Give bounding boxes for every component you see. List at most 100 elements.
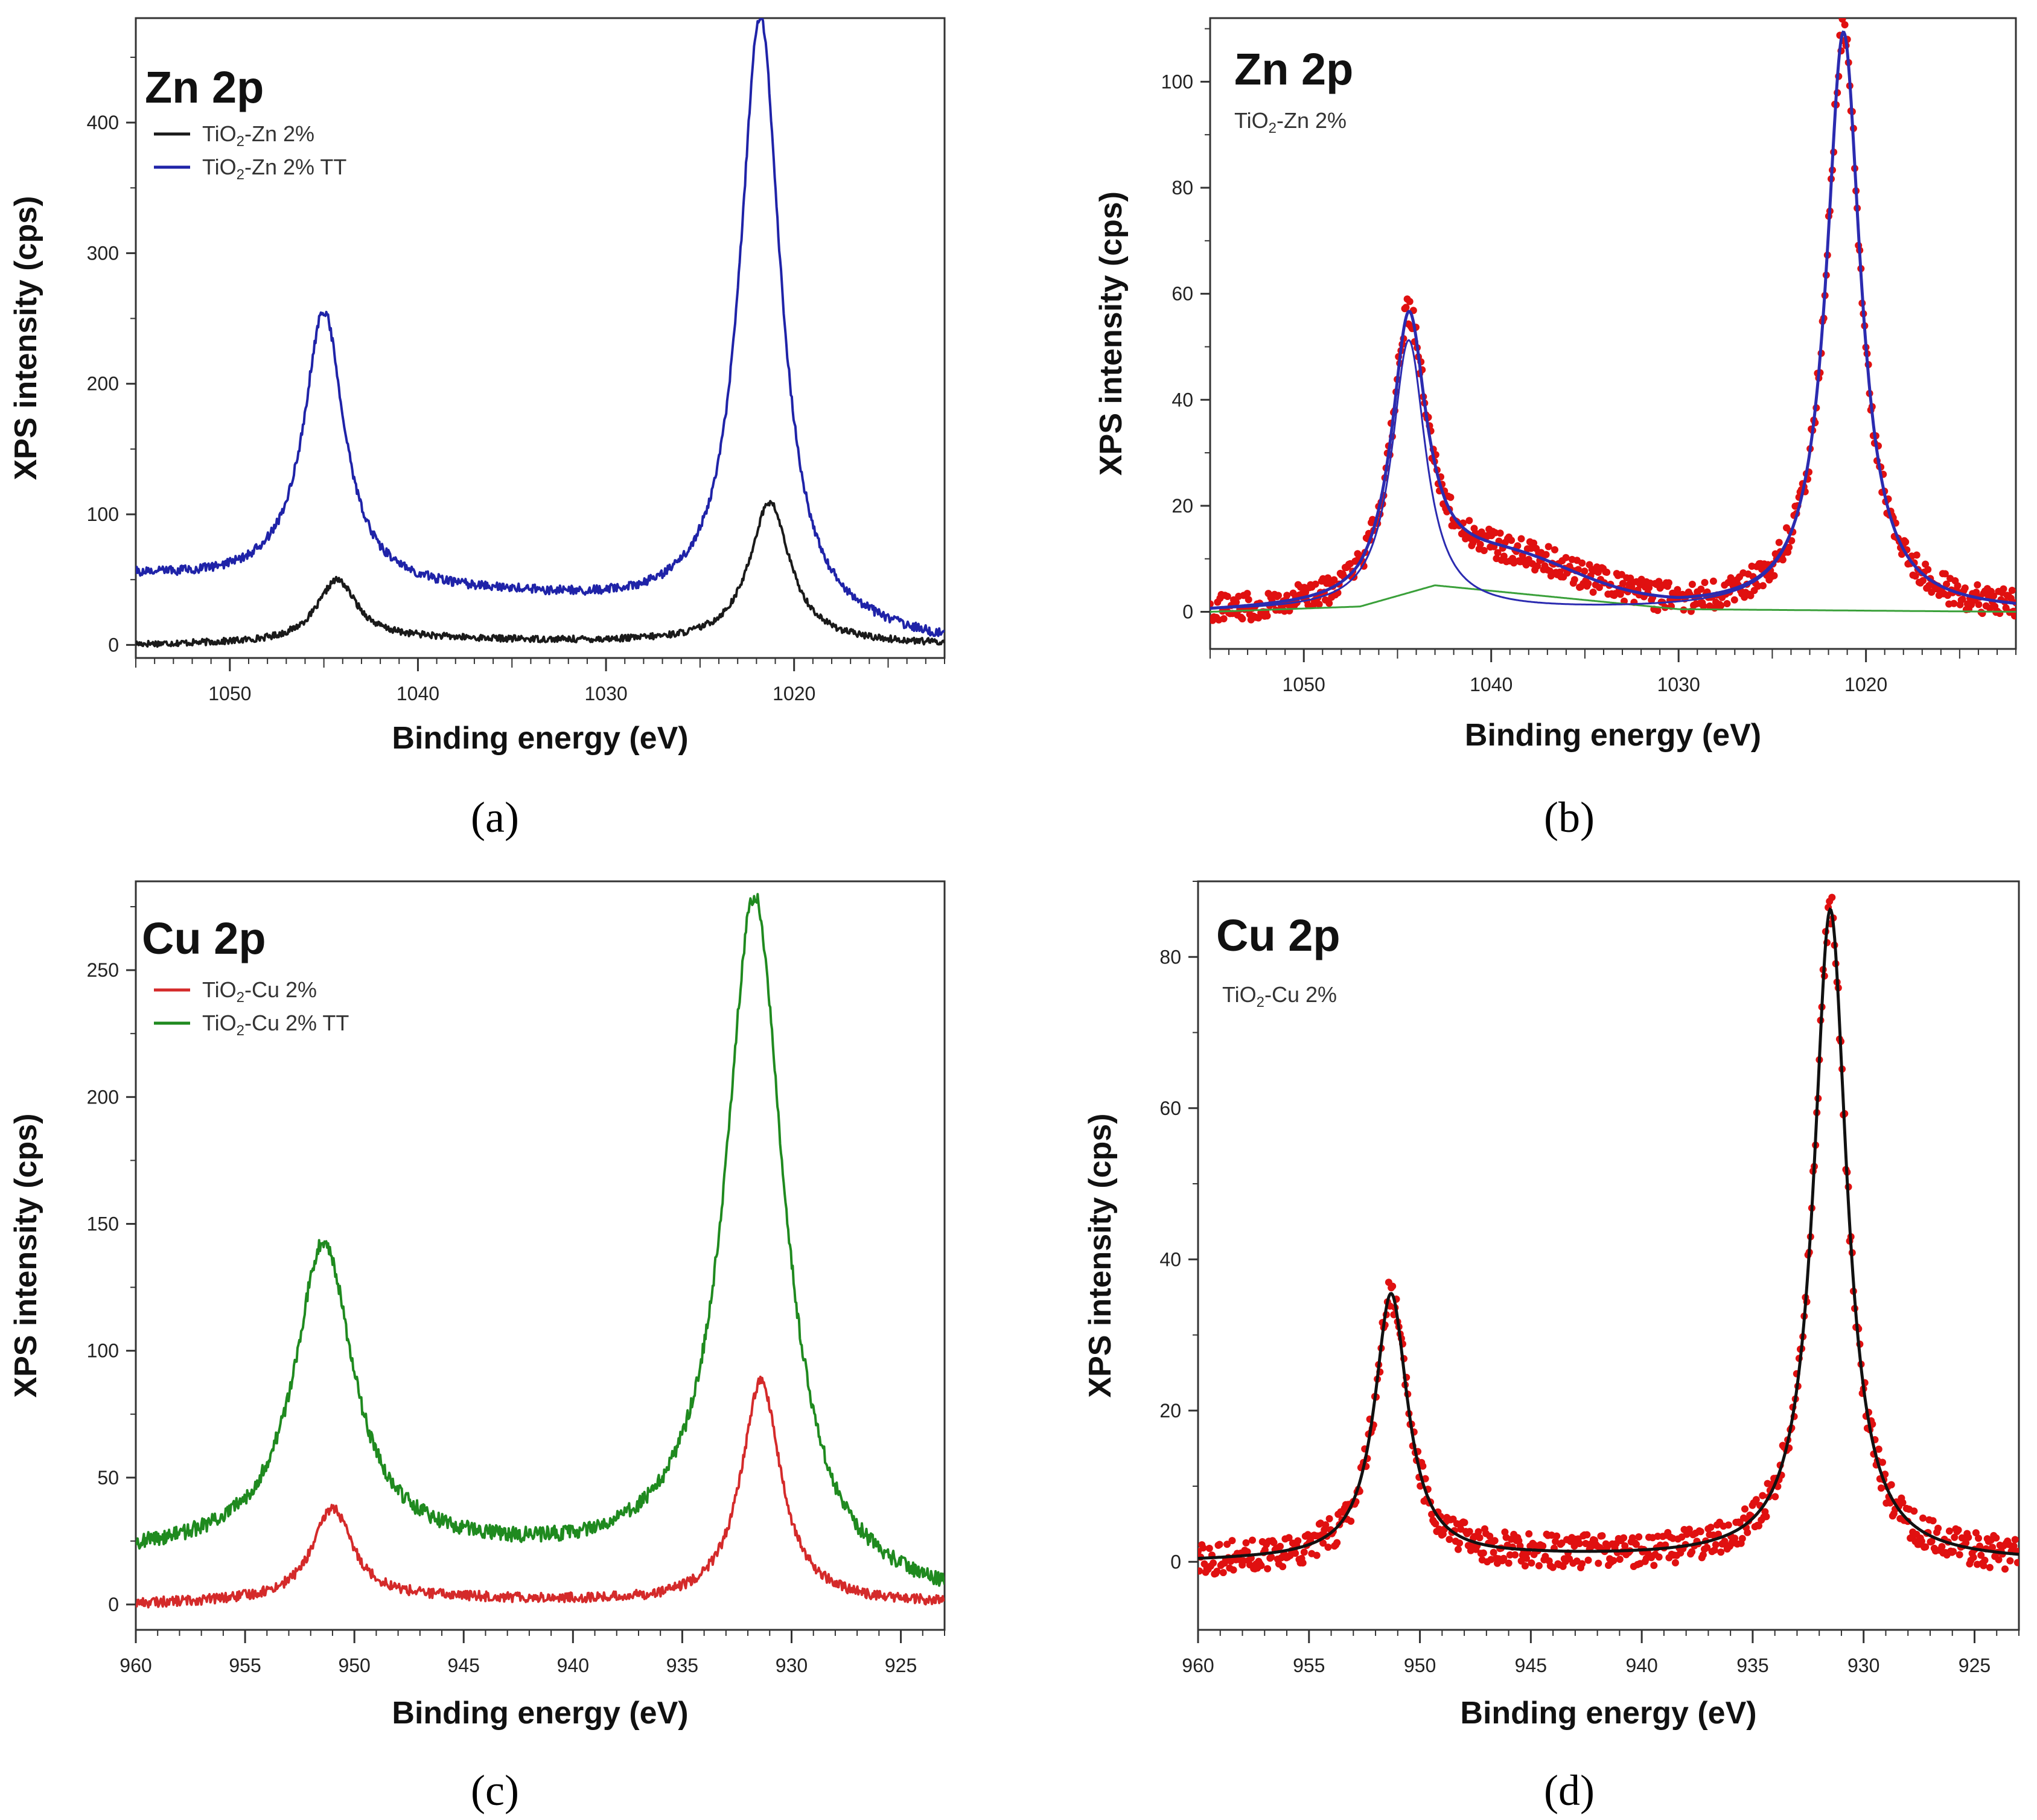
x-tick-label: 1030 xyxy=(584,683,627,704)
x-tick-label: 935 xyxy=(666,1655,698,1676)
x-tick-label: 930 xyxy=(776,1655,808,1676)
x-tick-label: 925 xyxy=(885,1655,917,1676)
y-tick-label: 0 xyxy=(1182,601,1193,623)
y-axis-title: XPS intensity (cps) xyxy=(8,1114,43,1398)
plot-area xyxy=(1210,18,2016,624)
subtitle-main: TiO xyxy=(1222,982,1257,1007)
subtitle-main: TiO xyxy=(1234,108,1269,133)
legend-label-main: TiO xyxy=(202,1011,237,1035)
y-tick-label: 100 xyxy=(1161,71,1193,92)
legend-label-sub: 2 xyxy=(237,1023,244,1039)
chart-panel-d: 0 20 40 60 80 960 955 950 945 940 935 930 925 Binding… xyxy=(1083,880,2020,1815)
y-tick-label: 60 xyxy=(1159,1097,1181,1119)
chart-panel-a: 0 100 200 300 400 1050 1040 1030 1020 Binding ene… xyxy=(8,17,946,841)
x-axis-title: Binding energy (eV) xyxy=(1465,718,1761,753)
chart-panel-b: 0 20 40 60 80 100 1050 1040 1030 1020 Binding ener… xyxy=(1094,17,2017,841)
chart-panel-c: 0 50 100 150 200 250 960 955 950 945 940 935 930 925 B… xyxy=(8,880,946,1815)
y-tick-label: 0 xyxy=(1170,1551,1181,1573)
y-axis-title: XPS intensity (cps) xyxy=(1083,1114,1118,1398)
plot-frame xyxy=(135,17,946,659)
subtitle-sub: 2 xyxy=(1269,120,1277,136)
plot-frame xyxy=(135,880,946,1631)
y-tick-label: 50 xyxy=(97,1467,119,1489)
series-line-1 xyxy=(136,893,945,1587)
fit-envelope xyxy=(1198,907,2019,1560)
data-point xyxy=(1210,600,1214,608)
legend-label-1: TiO2-Zn 2% TT xyxy=(202,155,346,183)
y-tick-label: 100 xyxy=(87,503,119,525)
x-tick-label: 1040 xyxy=(1470,674,1513,695)
x-tick-label: 955 xyxy=(1293,1655,1325,1676)
subtitle-sub: 2 xyxy=(1257,994,1264,1011)
y-tick-label: 200 xyxy=(87,373,119,395)
y-axis-title: XPS intensity (cps) xyxy=(1094,191,1129,476)
x-tick-label: 940 xyxy=(1625,1655,1657,1676)
series-line-0 xyxy=(136,1375,945,1609)
series-line-0 xyxy=(136,500,945,648)
fit-background xyxy=(1210,584,2016,613)
x-tick-label: 925 xyxy=(1959,1655,1991,1676)
y-tick-label: 250 xyxy=(87,959,119,981)
panel-letter: (b) xyxy=(1544,793,1595,841)
legend-label-0: TiO2-Cu 2% xyxy=(202,977,317,1006)
legend-label-1: TiO2-Cu 2% TT xyxy=(202,1011,349,1039)
panel-letter: (a) xyxy=(471,793,519,841)
legend-label-sub: 2 xyxy=(237,167,244,183)
legend-label-main: TiO xyxy=(202,155,237,179)
x-tick-label: 1020 xyxy=(773,683,815,704)
panel-title: Zn 2p xyxy=(145,62,264,112)
legend-label-main: TiO xyxy=(202,121,237,146)
plot-frame xyxy=(1209,17,2017,650)
y-tick-label: 40 xyxy=(1159,1248,1181,1270)
x-tick-label: 1020 xyxy=(1844,674,1887,695)
plot-frame xyxy=(1197,880,2020,1631)
plot-area xyxy=(1198,893,2019,1578)
legend-label-sub: 2 xyxy=(237,989,244,1006)
panel-title: Cu 2p xyxy=(142,913,266,963)
x-axis-title: Binding energy (eV) xyxy=(392,1696,688,1731)
x-tick-label: 960 xyxy=(1182,1655,1214,1676)
x-axis-title: Binding energy (eV) xyxy=(392,721,688,756)
y-tick-label: 80 xyxy=(1172,177,1193,199)
panel-letter: (c) xyxy=(471,1766,519,1815)
y-tick-label: 60 xyxy=(1172,283,1193,305)
subtitle-rest: -Cu 2% xyxy=(1264,982,1337,1007)
fit-envelope xyxy=(1210,30,2016,610)
legend-label-sub: 2 xyxy=(237,133,244,150)
y-tick-label: 200 xyxy=(87,1086,119,1108)
x-tick-label: 960 xyxy=(120,1655,151,1676)
x-tick-label: 1050 xyxy=(208,683,251,704)
panel-title: Cu 2p xyxy=(1216,910,1340,960)
x-tick-label: 1050 xyxy=(1283,674,1325,695)
x-tick-label: 945 xyxy=(1515,1655,1547,1676)
panel-title: Zn 2p xyxy=(1234,44,1353,94)
legend-label-rest: -Zn 2% xyxy=(244,121,314,146)
x-tick-label: 1040 xyxy=(397,683,439,704)
x-tick-label: 955 xyxy=(229,1655,261,1676)
x-tick-label: 950 xyxy=(1404,1655,1436,1676)
y-tick-label: 0 xyxy=(108,634,119,656)
plot-area xyxy=(136,893,945,1609)
x-axis-title: Binding energy (eV) xyxy=(1460,1696,1756,1731)
y-tick-label: 0 xyxy=(108,1594,119,1615)
x-tick-label: 1030 xyxy=(1657,674,1700,695)
y-tick-label: 400 xyxy=(87,112,119,133)
panel-letter: (d) xyxy=(1544,1766,1595,1815)
legend-label-0: TiO2-Zn 2% xyxy=(202,121,314,150)
plot-area xyxy=(136,18,945,648)
series-line-1 xyxy=(136,18,945,637)
legend-label-rest: -Cu 2% TT xyxy=(244,1011,349,1035)
panel-subtitle: TiO2-Cu 2% xyxy=(1222,982,1337,1011)
y-tick-label: 20 xyxy=(1172,495,1193,517)
y-tick-label: 100 xyxy=(87,1340,119,1362)
x-tick-label: 945 xyxy=(448,1655,480,1676)
legend-label-rest: -Zn 2% TT xyxy=(244,155,346,179)
legend-label-main: TiO xyxy=(202,977,237,1002)
x-tick-label: 935 xyxy=(1736,1655,1768,1676)
y-tick-label: 300 xyxy=(87,242,119,264)
x-tick-label: 930 xyxy=(1847,1655,1879,1676)
y-tick-label: 80 xyxy=(1159,946,1181,968)
y-tick-label: 40 xyxy=(1172,389,1193,410)
y-tick-label: 150 xyxy=(87,1213,119,1234)
